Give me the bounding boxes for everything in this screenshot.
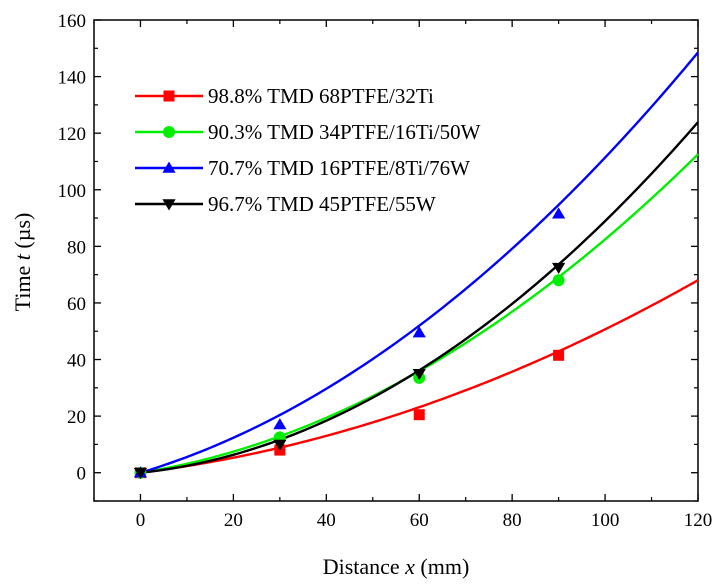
legend-label-4: 96.7% TMD 45PTFE/55W [208, 192, 436, 216]
x-axis-title-text: Distance [323, 554, 405, 579]
x-axis-title-symbol: x [404, 554, 415, 579]
y-tick-label: 120 [58, 124, 87, 145]
y-tick-label: 40 [67, 351, 86, 372]
x-tick-label: 0 [136, 510, 146, 531]
plot-frame [93, 19, 699, 502]
x-tick-label: 40 [317, 510, 336, 531]
series-1-point [413, 409, 425, 421]
y-axis-title: Time t (µs) [10, 213, 35, 312]
y-tick-label: 60 [67, 294, 86, 315]
legend-marker-3 [162, 161, 176, 173]
x-tick-label: 60 [410, 510, 429, 531]
x-axis-title: Distance x (mm) [323, 554, 470, 579]
legend-label-1: 98.8% TMD 68PTFE/32Ti [208, 84, 434, 108]
x-tick-label: 120 [684, 510, 713, 531]
legend-label-2: 90.3% TMD 34PTFE/16Ti/50W [208, 120, 481, 144]
y-axis-title-symbol: t [10, 253, 35, 260]
y-axis-title-text: Time [10, 260, 35, 311]
y-tick-label: 0 [77, 464, 87, 485]
y-tick-label: 160 [58, 11, 87, 32]
series-3-fit-line [140, 51, 699, 474]
legend-label-3: 70.7% TMD 16PTFE/8Ti/76W [208, 156, 470, 180]
series-2-point [552, 274, 565, 287]
series-4-point [273, 439, 287, 451]
legend-marker-2 [163, 126, 175, 138]
legend-marker-1 [163, 90, 175, 102]
x-tick-label: 100 [591, 510, 620, 531]
y-tick-label: 140 [58, 68, 87, 89]
series-4-point [552, 262, 566, 275]
y-tick-label: 80 [67, 237, 86, 258]
ticks-layer: 0 20 40 60 80 100 120 0 20 40 60 80 100 120 140 160 [58, 11, 713, 531]
x-tick-label: 80 [503, 510, 522, 531]
markers-layer [133, 207, 566, 480]
series-1-fit-line [140, 279, 699, 474]
y-tick-label: 100 [58, 181, 87, 202]
x-axis-title-unit: (mm) [415, 554, 469, 579]
legend-marker-4 [162, 199, 176, 211]
series-3-point [412, 326, 426, 338]
y-axis-title-unit: (µs) [10, 213, 35, 254]
series-4-point [133, 468, 148, 480]
x-tick-label: 20 [224, 510, 243, 531]
series-3-point [273, 418, 287, 430]
y-tick-label: 20 [67, 407, 86, 428]
series-1-point [553, 349, 565, 361]
series-4-point [412, 368, 426, 381]
legend: 98.8% TMD 68PTFE/32Ti 90.3% TMD 34PTFE/16… [135, 84, 481, 216]
series-3-point [552, 207, 566, 219]
